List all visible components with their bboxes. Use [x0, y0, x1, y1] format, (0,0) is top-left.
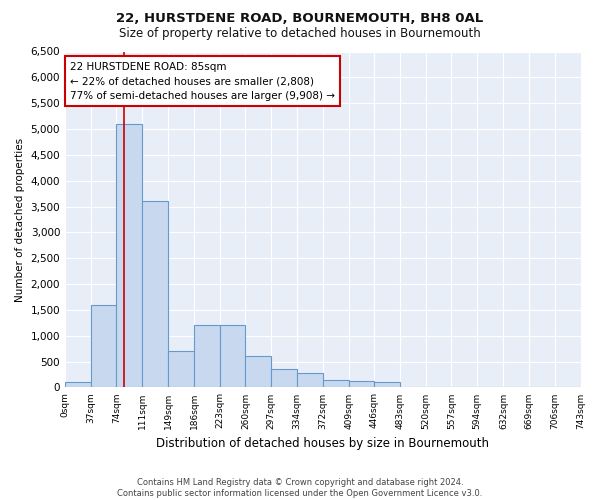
Bar — [220, 326, 245, 388]
Bar — [194, 326, 220, 388]
Text: Size of property relative to detached houses in Bournemouth: Size of property relative to detached ho… — [119, 28, 481, 40]
Bar — [91, 304, 116, 388]
Bar — [349, 380, 374, 388]
Bar — [297, 373, 323, 388]
Bar — [323, 380, 349, 388]
X-axis label: Distribution of detached houses by size in Bournemouth: Distribution of detached houses by size … — [156, 437, 489, 450]
Y-axis label: Number of detached properties: Number of detached properties — [15, 138, 25, 302]
Bar — [169, 352, 194, 388]
Bar — [271, 370, 297, 388]
Text: Contains HM Land Registry data © Crown copyright and database right 2024.
Contai: Contains HM Land Registry data © Crown c… — [118, 478, 482, 498]
Bar — [374, 382, 400, 388]
Text: 22 HURSTDENE ROAD: 85sqm
← 22% of detached houses are smaller (2,808)
77% of sem: 22 HURSTDENE ROAD: 85sqm ← 22% of detach… — [70, 62, 335, 101]
Bar — [142, 202, 169, 388]
Bar — [116, 124, 142, 388]
Bar — [65, 382, 91, 388]
Text: 22, HURSTDENE ROAD, BOURNEMOUTH, BH8 0AL: 22, HURSTDENE ROAD, BOURNEMOUTH, BH8 0AL — [116, 12, 484, 26]
Bar — [245, 356, 271, 388]
